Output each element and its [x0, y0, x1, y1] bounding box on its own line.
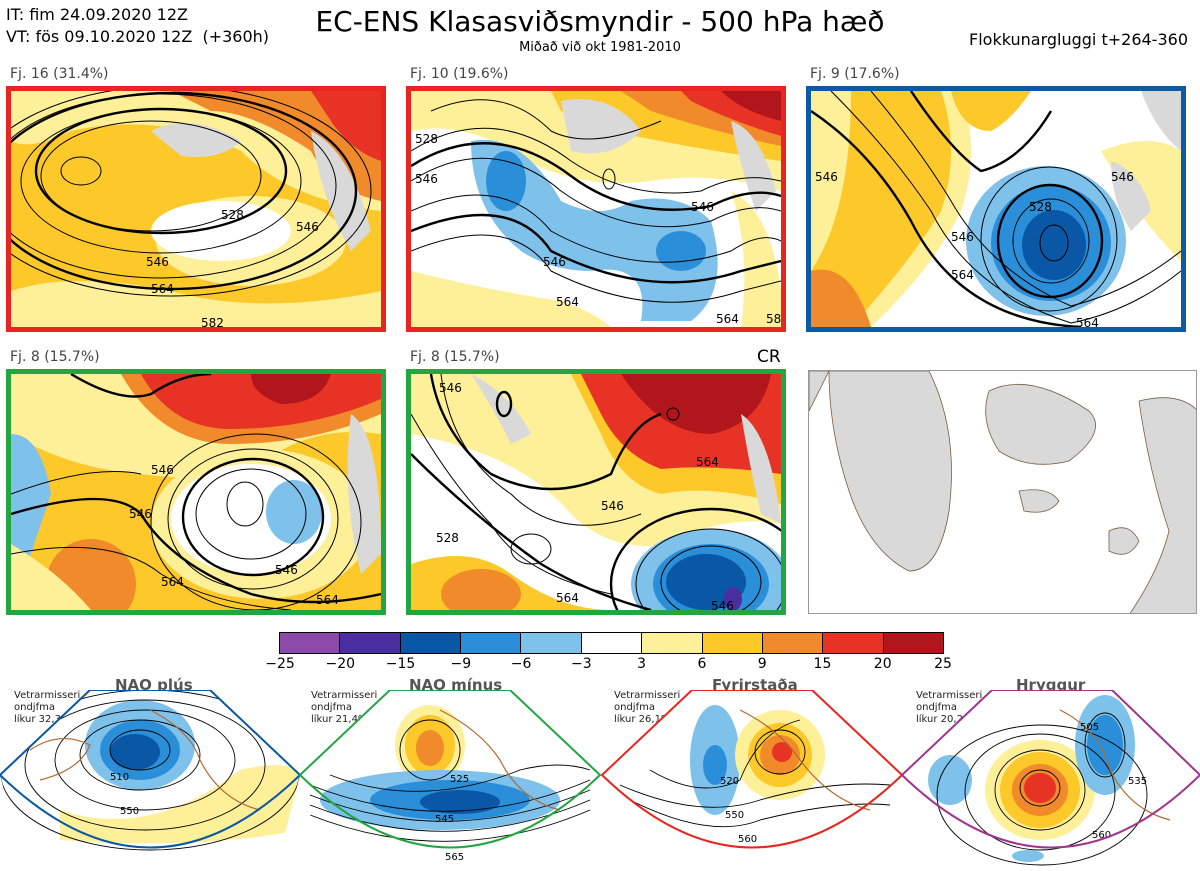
- legend-swatch: [822, 633, 883, 653]
- contour-label: 520: [720, 776, 739, 787]
- contour-label: 546: [711, 599, 734, 610]
- cluster-map-1[interactable]: 528 546 546 564 582: [6, 86, 386, 332]
- contour-label: 564: [716, 312, 739, 326]
- legend-tick-label: 15: [813, 656, 832, 672]
- contour-label: 505: [1080, 722, 1099, 733]
- contour-label: 546: [691, 200, 714, 214]
- contour-label: 546: [543, 255, 566, 269]
- contour-label: 550: [120, 806, 139, 817]
- contour-label: 564: [161, 575, 184, 589]
- legend-swatch: [280, 633, 340, 653]
- legend-tick-label: 9: [757, 656, 767, 672]
- contour-label: 582: [766, 312, 781, 326]
- classification-window: Flokkunargluggi t+264-360: [969, 30, 1188, 49]
- panel-4-label: Fj. 8 (15.7%): [10, 349, 100, 365]
- legend-swatch: [520, 633, 581, 653]
- legend-tick-label: −20: [325, 656, 356, 672]
- contour-label: 582: [201, 316, 224, 327]
- regime-maps: 510 550 525 545 565: [0, 690, 1200, 871]
- header-info: IT: fim 24.09.2020 12Z VT: fös 09.10.2020…: [6, 4, 269, 48]
- legend-tick-label: −9: [450, 656, 472, 672]
- panel-1-label: Fj. 16 (31.4%): [10, 66, 109, 82]
- legend-swatch: [580, 633, 642, 653]
- contour-label: 564: [316, 593, 339, 607]
- contour-label: 560: [1092, 830, 1111, 841]
- contour-label: 528: [436, 531, 459, 545]
- contour-label: 546: [151, 463, 174, 477]
- regime-info: Vetrarmisseri ondjfma líkur 32,3%: [14, 690, 81, 725]
- contour-label: 546: [275, 563, 298, 577]
- cluster-map-5[interactable]: 528 546 546 546 564 564: [406, 369, 786, 615]
- contour-label: 528: [1029, 200, 1052, 214]
- cluster-map-4[interactable]: 546 546 546 564 564 582: [6, 369, 386, 615]
- valid-time: VT: fös 09.10.2020 12Z (+360h): [6, 27, 270, 46]
- legend-swatch: [761, 633, 823, 653]
- control-run-tag: CR: [757, 347, 781, 367]
- contour-label: 564: [556, 591, 579, 605]
- legend-swatch: [701, 633, 762, 653]
- legend-swatch: [460, 633, 521, 653]
- contour-label: 564: [1076, 316, 1099, 327]
- regime-info: Vetrarmisseri ondjfma líkur 26,1%: [614, 690, 681, 725]
- contour-label: 546: [296, 220, 319, 234]
- panel-5-label: Fj. 8 (15.7%): [410, 349, 500, 365]
- regime-info: Vetrarmisseri ondjfma líkur 21,4%: [311, 690, 378, 725]
- contour-label: 546: [129, 507, 152, 521]
- page-subtitle: Miðað við okt 1981-2010: [519, 40, 681, 55]
- contour-label: 525: [450, 774, 469, 785]
- contour-label: 546: [1111, 170, 1134, 184]
- legend-tick-label: 6: [697, 656, 707, 672]
- contour-label: 564: [151, 282, 174, 296]
- legend-swatch: [339, 633, 400, 653]
- color-legend: [279, 632, 944, 654]
- contour-label: 528: [221, 208, 244, 222]
- legend-tick-label: −25: [265, 656, 295, 672]
- panel-2-label: Fj. 10 (19.6%): [410, 66, 509, 82]
- blank-basemap: [808, 370, 1197, 614]
- contour-label: 546: [146, 255, 169, 269]
- contour-label: 546: [439, 381, 462, 395]
- contour-label: 510: [110, 772, 129, 783]
- legend-tick-label: −15: [385, 656, 416, 672]
- legend-tick-label: 3: [637, 656, 647, 672]
- legend-swatch: [882, 633, 943, 653]
- cluster-map-2[interactable]: 528 546 546 564 564 582 546: [406, 86, 786, 332]
- contour-label: 560: [738, 834, 757, 845]
- legend-tick-label: 20: [873, 656, 892, 672]
- contour-label: 564: [696, 455, 719, 469]
- contour-label: 565: [445, 852, 464, 863]
- contour-label: 535: [1128, 776, 1147, 787]
- panel-3-label: Fj. 9 (17.6%): [810, 66, 900, 82]
- legend-tick-label: −3: [571, 656, 592, 672]
- legend-swatch: [399, 633, 461, 653]
- cluster-map-3[interactable]: 528 546 564 564 546 546: [806, 86, 1186, 332]
- legend-tick-label: 25: [934, 656, 952, 672]
- contour-label: 528: [415, 132, 438, 146]
- legend-tick-label: −6: [510, 656, 532, 672]
- initial-time: IT: fim 24.09.2020 12Z: [6, 5, 188, 24]
- contour-label: 546: [601, 499, 624, 513]
- contour-label: 564: [556, 295, 579, 309]
- legend-swatch: [641, 633, 702, 653]
- contour-label: 550: [725, 810, 744, 821]
- contour-label: 546: [951, 230, 974, 244]
- regime-info: Vetrarmisseri ondjfma líkur 20,2%: [916, 690, 983, 725]
- contour-label: 546: [815, 170, 838, 184]
- contour-label: 546: [415, 172, 438, 186]
- contour-label: 545: [435, 814, 454, 825]
- contour-label: 564: [951, 268, 974, 282]
- page-title: EC-ENS Klasasviðsmyndir - 500 hPa hæð: [315, 5, 885, 38]
